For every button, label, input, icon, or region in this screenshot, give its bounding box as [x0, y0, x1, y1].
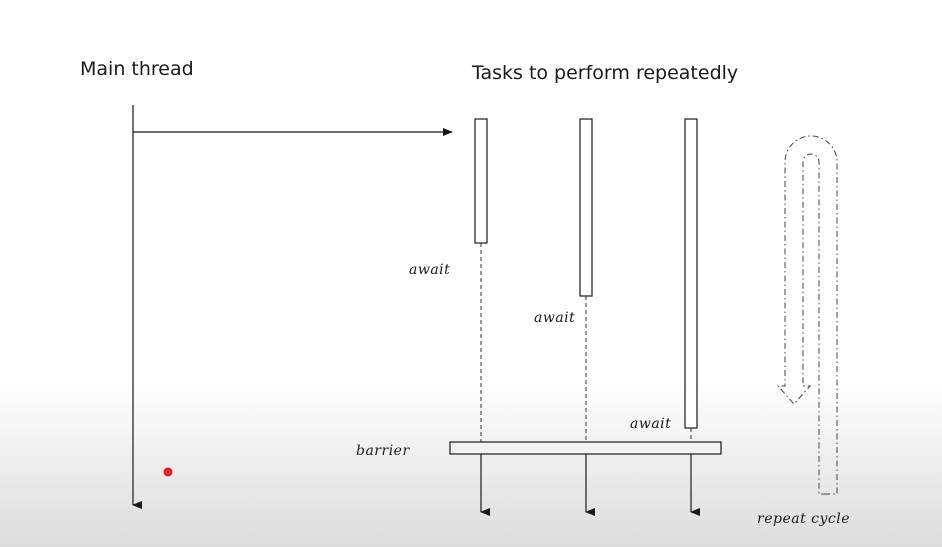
barrier-label: barrier — [356, 443, 410, 459]
task-2-bar — [579, 118, 593, 297]
task-2-await-label: await — [534, 310, 575, 326]
task-3-bar — [684, 118, 698, 429]
repeat-cycle-arrow — [776, 135, 838, 495]
barrier-bar — [449, 441, 722, 455]
tasks-title: Tasks to perform repeatedly — [471, 62, 738, 84]
main-thread-title: Main thread — [80, 58, 194, 80]
task-1-await-label: await — [409, 262, 450, 278]
repeat-cycle-label: repeat cycle — [757, 511, 850, 527]
pointer-dot — [163, 467, 173, 477]
task-1-bar — [474, 118, 488, 244]
task-3-await-label: await — [630, 416, 671, 432]
